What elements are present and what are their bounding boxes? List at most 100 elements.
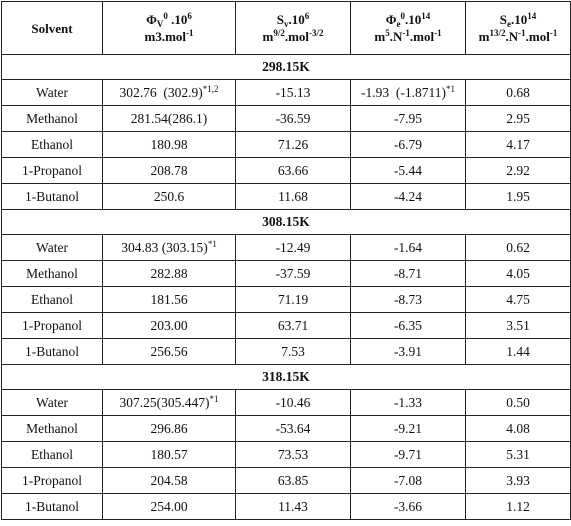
supscript: 13/2 xyxy=(489,28,506,38)
solvent-cell: Ethanol xyxy=(1,441,103,468)
value-cell: 71.26 xyxy=(235,131,351,158)
column-header: Solvent xyxy=(1,1,103,55)
supscript: 6 xyxy=(187,11,192,21)
data-row: 1-Butanol 254.00 11.43 -3.66 1.12 xyxy=(1,493,571,520)
value-cell: -15.13 xyxy=(235,79,351,106)
solvent-cell: Ethanol xyxy=(1,131,103,158)
text-segment: Φ xyxy=(146,12,157,27)
value-cell: 2.92 xyxy=(465,157,571,184)
text-segment: .10 xyxy=(510,12,528,27)
supscript: 5 xyxy=(385,28,390,38)
solvent-cell: Ethanol xyxy=(1,286,103,313)
value-cell: 0.50 xyxy=(465,389,571,416)
section-title: 298.15K xyxy=(1,54,571,80)
text-segment: 307.25(305.447) xyxy=(119,394,210,410)
value-cell: 296.86 xyxy=(102,415,236,442)
value-cell: 2.95 xyxy=(465,105,571,132)
supscript: 6 xyxy=(304,11,310,21)
text-segment: .10 xyxy=(167,12,188,27)
value-cell: 208.78 xyxy=(102,157,236,184)
supscript: -1 xyxy=(402,28,410,38)
text-segment: m3.mol xyxy=(144,29,187,44)
section-row: 298.15K xyxy=(1,54,571,80)
value-cell: -37.59 xyxy=(235,260,351,287)
value-cell: -5.44 xyxy=(350,157,466,184)
text-segment: m xyxy=(374,29,386,44)
value-cell: -7.08 xyxy=(350,467,466,494)
text-segment: .N xyxy=(505,29,519,44)
data-row: Water 304.83 (303.15)*1 -12.49 -1.64 0.62 xyxy=(1,234,571,261)
value-cell: -9.21 xyxy=(350,415,466,442)
column-header: ΦV0 .106 m3.mol-1 xyxy=(102,1,236,55)
subscript: e xyxy=(396,19,401,29)
value-cell: -4.24 xyxy=(350,183,466,210)
supscript: *1 xyxy=(209,393,219,404)
text-segment: S xyxy=(499,12,507,27)
solvent-cell: Methanol xyxy=(1,415,103,442)
supscript: 0 xyxy=(163,11,168,21)
data-row: Ethanol 180.57 73.53 -9.71 5.31 xyxy=(1,441,571,468)
value-cell: 5.31 xyxy=(465,441,571,468)
value-cell: 4.05 xyxy=(465,260,571,287)
column-header: Se.1014 m13/2.N-1.mol-1 xyxy=(465,1,571,55)
supscript: 0 xyxy=(400,11,406,21)
value-cell: 302.76 (302.9)*1,2 xyxy=(102,79,236,106)
solvent-cell: 1-Propanol xyxy=(1,157,103,184)
value-cell: 7.53 xyxy=(235,338,351,365)
subscript: e xyxy=(506,19,511,29)
value-cell: 203.00 xyxy=(102,312,236,339)
solvent-cell: Water xyxy=(1,79,103,106)
text-segment: .mol xyxy=(409,29,435,44)
value-cell: -9.71 xyxy=(350,441,466,468)
value-cell: 3.93 xyxy=(465,467,571,494)
text-segment: Solvent xyxy=(31,20,73,36)
data-row: 1-Propanol 203.00 63.71 -6.35 3.51 xyxy=(1,312,571,339)
supscript: -1 xyxy=(186,28,194,38)
supscript: -1 xyxy=(518,28,526,38)
text-segment: .N xyxy=(389,29,403,44)
value-cell: 3.51 xyxy=(465,312,571,339)
value-cell: 4.08 xyxy=(465,415,571,442)
value-cell: -1.93 (-1.8711)*1 xyxy=(350,79,466,106)
value-cell: 304.83 (303.15)*1 xyxy=(102,234,236,261)
solvent-cell: 1-Butanol xyxy=(1,493,103,520)
solvent-cell: 1-Propanol xyxy=(1,312,103,339)
section-title: 318.15K xyxy=(1,364,571,390)
value-cell: 63.66 xyxy=(235,157,351,184)
value-cell: 11.43 xyxy=(235,493,351,520)
text-segment: 304.83 (303.15) xyxy=(121,239,208,255)
supscript: 14 xyxy=(421,11,431,21)
data-row: Methanol 296.86 -53.64 -9.21 4.08 xyxy=(1,415,571,442)
value-cell: 1.95 xyxy=(465,183,571,210)
text-segment: m xyxy=(262,29,274,44)
data-row: 1-Butanol 256.56 7.53 -3.91 1.44 xyxy=(1,338,571,365)
value-cell: 180.57 xyxy=(102,441,236,468)
supscript: -3/2 xyxy=(309,28,324,38)
text-segment: .10 xyxy=(288,12,305,27)
value-cell: -3.66 xyxy=(350,493,466,520)
value-cell: -8.73 xyxy=(350,286,466,313)
value-cell: -1.33 xyxy=(350,389,466,416)
value-cell: 4.75 xyxy=(465,286,571,313)
data-row: Ethanol 180.98 71.26 -6.79 4.17 xyxy=(1,131,571,158)
value-cell: -1.64 xyxy=(350,234,466,261)
supscript: -1 xyxy=(434,28,442,38)
data-row: Water 307.25(305.447)*1 -10.46 -1.33 0.50 xyxy=(1,389,571,416)
section-row: 308.15K xyxy=(1,209,571,235)
supscript: 14 xyxy=(527,11,537,21)
data-row: 1-Propanol 204.58 63.85 -7.08 3.93 xyxy=(1,467,571,494)
value-cell: -12.49 xyxy=(235,234,351,261)
supscript: *1 xyxy=(445,83,455,94)
text-segment: -1.93 (-1.8711) xyxy=(361,84,446,100)
data-row: Methanol 282.88 -37.59 -8.71 4.05 xyxy=(1,260,571,287)
value-cell: 71.19 xyxy=(235,286,351,313)
value-cell: 0.68 xyxy=(465,79,571,106)
data-row: Ethanol 181.56 71.19 -8.73 4.75 xyxy=(1,286,571,313)
subscript: V xyxy=(156,19,164,29)
value-cell: 204.58 xyxy=(102,467,236,494)
section-title: 308.15K xyxy=(1,209,571,235)
value-cell: 256.56 xyxy=(102,338,236,365)
value-cell: -7.95 xyxy=(350,105,466,132)
table-body: 298.15K Water 302.76 (302.9)*1,2 -15.13 -1.9… xyxy=(1,54,571,520)
value-cell: 11.68 xyxy=(235,183,351,210)
